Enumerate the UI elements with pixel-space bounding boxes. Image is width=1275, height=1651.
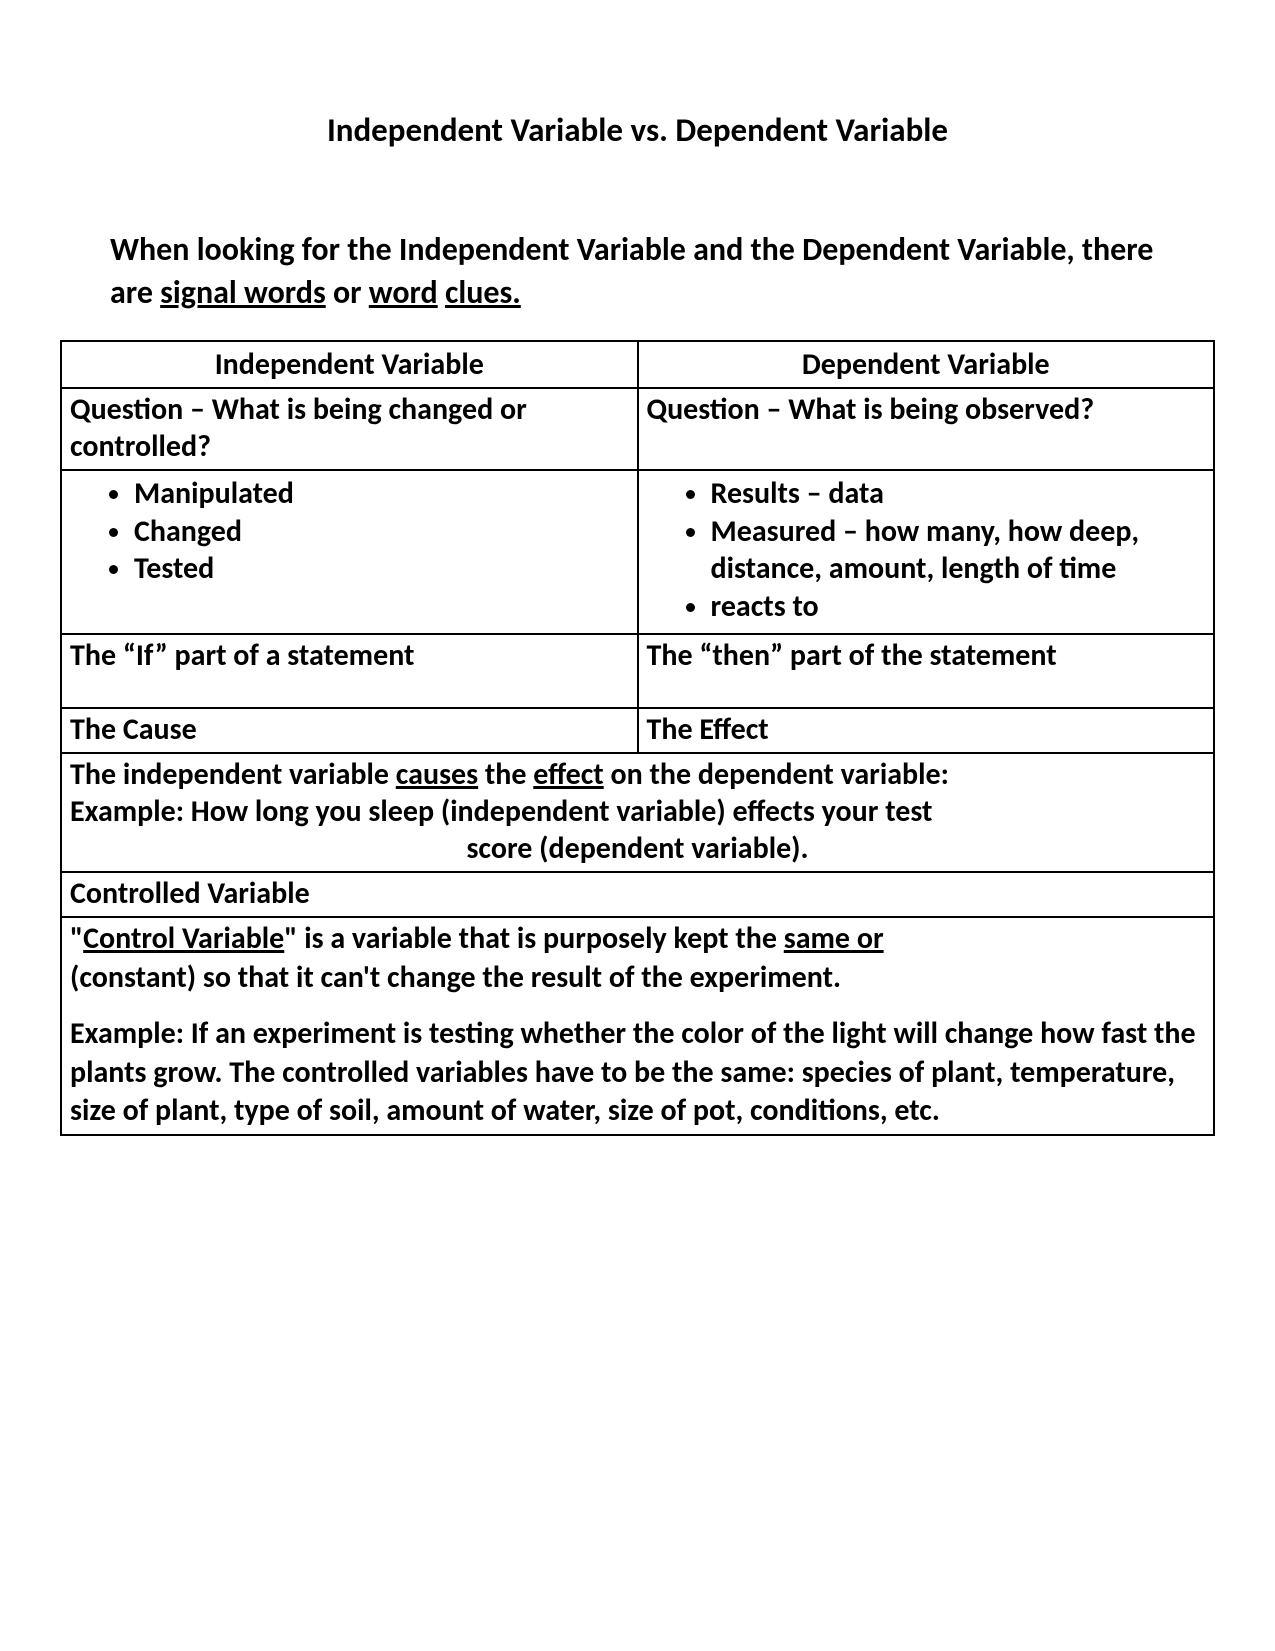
- document-page: Independent Variable vs. Dependent Varia…: [0, 0, 1275, 1651]
- question-dependent: Question – What is being observed?: [638, 388, 1215, 470]
- clues-row: Manipulated Changed Tested Results – dat…: [61, 470, 1214, 634]
- list-item: Manipulated: [134, 475, 629, 513]
- statement-if: The “If” part of a statement: [61, 634, 638, 708]
- intro-paragraph: When looking for the Independent Variabl…: [110, 228, 1165, 314]
- statement-then: The “then” part of the statement: [638, 634, 1215, 708]
- relation-row: The independent variable causes the effe…: [61, 753, 1214, 872]
- example1-line2: score (dependent variable).: [70, 830, 1205, 867]
- header-dependent: Dependent Variable: [638, 341, 1215, 388]
- variables-table: Independent Variable Dependent Variable …: [60, 340, 1215, 1136]
- controlled-definition-row: "Control Variable" is a variable that is…: [61, 917, 1214, 1135]
- ctrl-underline-same-or: same or: [784, 920, 884, 957]
- controlled-header: Controlled Variable: [61, 872, 1214, 917]
- relation-mid: the: [478, 756, 533, 793]
- ctrl-quote: ": [70, 920, 83, 957]
- relation-post: on the dependent variable:: [604, 756, 949, 793]
- question-independent: Question – What is being changed or cont…: [61, 388, 638, 470]
- list-item: Measured – how many, how deep, distance,…: [711, 513, 1206, 588]
- effect-cell: The Effect: [638, 708, 1215, 753]
- statement-row: The “If” part of a statement The “then” …: [61, 634, 1214, 708]
- header-independent: Independent Variable: [61, 341, 638, 388]
- list-item: Results – data: [711, 475, 1206, 513]
- question-row: Question – What is being changed or cont…: [61, 388, 1214, 470]
- cause-cell: The Cause: [61, 708, 638, 753]
- clues-independent: Manipulated Changed Tested: [61, 470, 638, 634]
- relation-cell: The independent variable causes the effe…: [61, 753, 1214, 872]
- intro-text-mid: or: [326, 273, 369, 312]
- cause-effect-row: The Cause The Effect: [61, 708, 1214, 753]
- clues-dependent: Results – data Measured – how many, how …: [638, 470, 1215, 634]
- ctrl-mid: " is a variable that is purposely kept t…: [284, 920, 783, 957]
- ctrl-underline-control-variable: Control Variable: [83, 920, 284, 957]
- relation-pre: The independent variable: [70, 756, 396, 793]
- example1-line1: How long you sleep (independent variable…: [191, 793, 933, 830]
- clues-list-independent: Manipulated Changed Tested: [70, 475, 629, 588]
- list-item: Tested: [134, 550, 629, 588]
- table-header-row: Independent Variable Dependent Variable: [61, 341, 1214, 388]
- intro-underline-signal-words: signal words: [160, 273, 326, 312]
- page-title: Independent Variable vs. Dependent Varia…: [60, 110, 1215, 150]
- list-item: reacts to: [711, 588, 1206, 626]
- controlled-definition-cell: "Control Variable" is a variable that is…: [61, 917, 1214, 1135]
- list-item: Changed: [134, 513, 629, 551]
- controlled-header-row: Controlled Variable: [61, 872, 1214, 917]
- intro-underline-clues: clues.: [445, 273, 521, 312]
- intro-space: [438, 273, 445, 312]
- clues-list-dependent: Results – data Measured – how many, how …: [647, 475, 1206, 625]
- relation-underline-causes: causes: [396, 756, 478, 793]
- controlled-definition: "Control Variable" is a variable that is…: [70, 920, 1205, 997]
- controlled-example: Example: If an experiment is testing whe…: [70, 1015, 1205, 1130]
- example1-lead: Example:: [70, 793, 191, 830]
- ctrl-line2: (constant) so that it can't change the r…: [70, 959, 841, 996]
- relation-sentence: The independent variable causes the effe…: [70, 756, 1205, 793]
- relation-underline-effect: effect: [533, 756, 603, 793]
- intro-underline-word: word: [369, 273, 438, 312]
- example1: Example: How long you sleep (independent…: [70, 793, 1205, 867]
